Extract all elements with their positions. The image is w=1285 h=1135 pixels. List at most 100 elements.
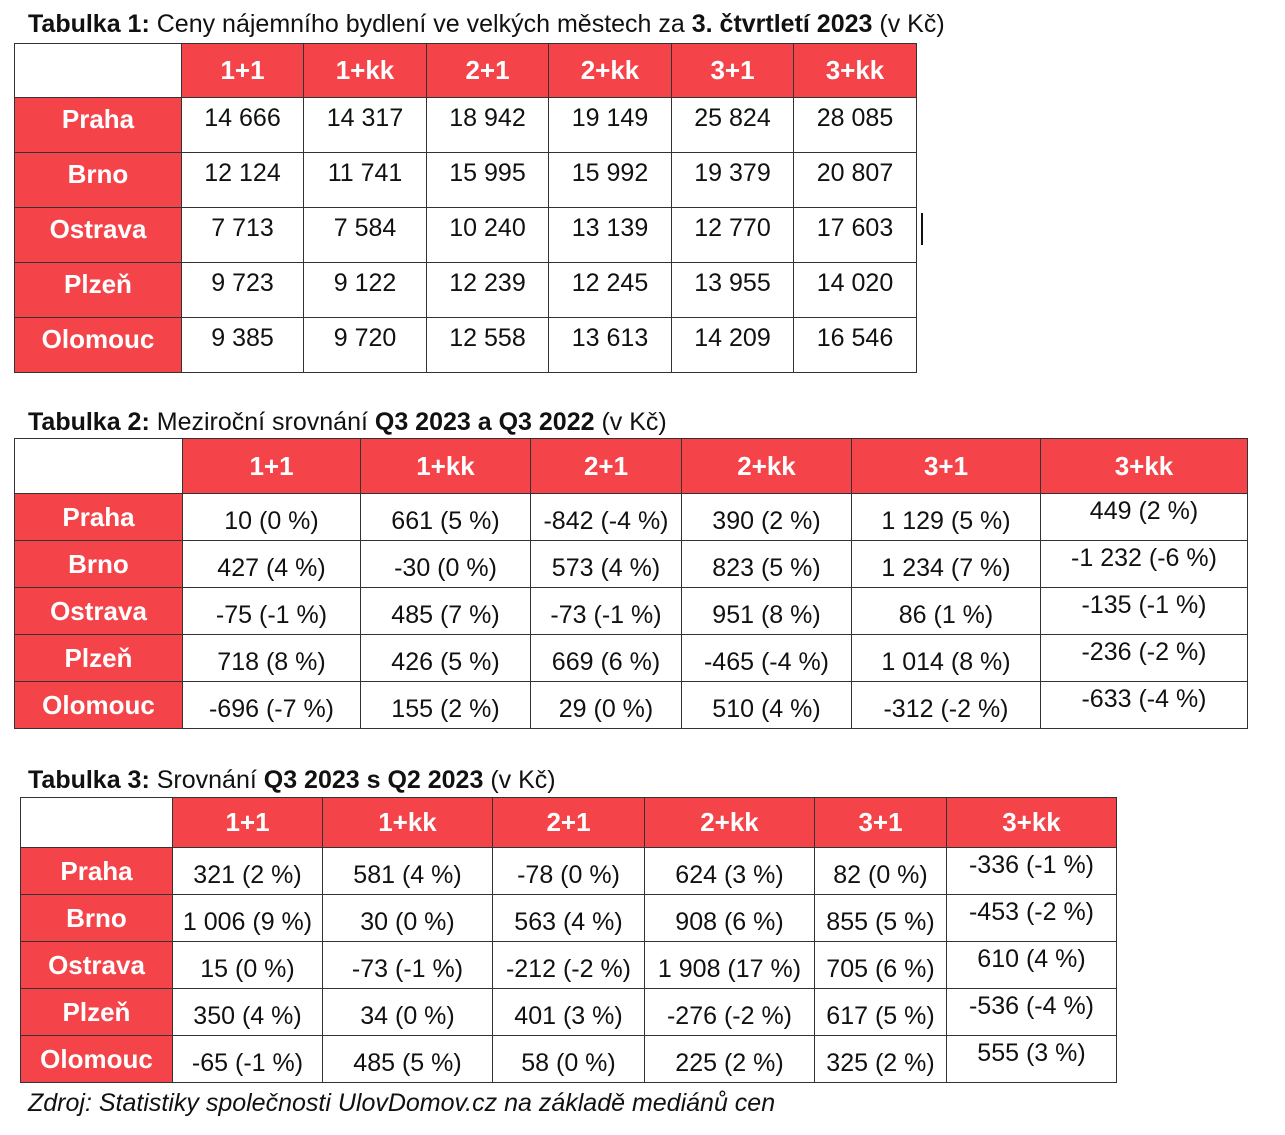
value-cell: 1 234 (7 %) [851, 540, 1041, 588]
column-header: 3+1 [851, 438, 1041, 494]
table3-caption-unit: (v Kč) [483, 766, 556, 794]
column-header: 1+1 [181, 43, 304, 98]
value-cell: 321 (2 %) [172, 847, 323, 895]
value-cell: 16 546 [793, 317, 917, 373]
row-header-city: Ostrava [14, 207, 182, 263]
table2-caption-unit: (v Kč) [594, 408, 667, 436]
value-cell: 14 020 [793, 262, 917, 318]
row-header-city: Brno [20, 894, 173, 942]
value-cell: 390 (2 %) [681, 493, 852, 541]
row-header-city: Praha [14, 493, 183, 541]
header-row: 1+1 1+kk 2+1 2+kk 3+1 3+kk [20, 797, 1117, 848]
value-cell: 86 (1 %) [851, 587, 1041, 635]
value-cell: 9 122 [303, 262, 427, 318]
value-cell: 705 (6 %) [814, 941, 947, 989]
value-cell: 350 (4 %) [172, 988, 323, 1036]
value-cell: 14 317 [303, 97, 427, 153]
value-cell: 12 558 [426, 317, 549, 373]
row-header-city: Ostrava [14, 587, 183, 635]
table1-caption-text: Ceny nájemního bydlení ve velkých městec… [149, 10, 692, 38]
value-cell: 58 (0 %) [492, 1035, 645, 1083]
value-cell: 426 (5 %) [360, 634, 531, 682]
value-cell: 485 (7 %) [360, 587, 531, 635]
value-cell: 30 (0 %) [322, 894, 493, 942]
table2-caption-bold: Q3 2023 a Q3 2022 [374, 408, 595, 436]
value-cell: 82 (0 %) [814, 847, 947, 895]
value-cell: -1 232 (-6 %) [1040, 540, 1248, 588]
value-cell: 225 (2 %) [644, 1035, 815, 1083]
value-cell: 563 (4 %) [492, 894, 645, 942]
value-cell: 11 741 [303, 152, 427, 208]
column-header: 1+1 [172, 797, 323, 848]
value-cell: 25 824 [671, 97, 794, 153]
value-cell: 610 (4 %) [946, 941, 1117, 989]
value-cell: 669 (6 %) [530, 634, 682, 682]
table-row: Olomouc -696 (-7 %) 155 (2 %) 29 (0 %) 510 (… [14, 681, 1248, 729]
column-header: 3+kk [1040, 438, 1248, 494]
value-cell: -75 (-1 %) [182, 587, 361, 635]
value-cell: 617 (5 %) [814, 988, 947, 1036]
value-cell: 9 720 [303, 317, 427, 373]
column-header: 1+kk [303, 43, 427, 98]
row-header-city: Olomouc [14, 317, 182, 373]
row-header-city: Praha [14, 97, 182, 153]
row-header-city: Olomouc [20, 1035, 173, 1083]
value-cell: 19 379 [671, 152, 794, 208]
value-cell: 12 245 [548, 262, 672, 318]
value-cell: 718 (8 %) [182, 634, 361, 682]
value-cell: -336 (-1 %) [946, 847, 1117, 895]
value-cell: 1 129 (5 %) [851, 493, 1041, 541]
value-cell: -135 (-1 %) [1040, 587, 1248, 635]
column-header: 2+kk [681, 438, 852, 494]
value-cell: 9 723 [181, 262, 304, 318]
column-header: 2+1 [492, 797, 645, 848]
table-row: Plzeň 718 (8 %) 426 (5 %) 669 (6 %) -465 (-4… [14, 634, 1248, 682]
value-cell: -30 (0 %) [360, 540, 531, 588]
table-row: Brno 1 006 (9 %) 30 (0 %) 563 (4 %) 908 (6 %… [20, 894, 1117, 942]
corner-cell [14, 43, 182, 98]
value-cell: 29 (0 %) [530, 681, 682, 729]
value-cell: -78 (0 %) [492, 847, 645, 895]
value-cell: 13 613 [548, 317, 672, 373]
value-cell: 7 584 [303, 207, 427, 263]
table-row: Praha 14 666 14 317 18 942 19 149 25 824 28 08… [14, 97, 917, 153]
value-cell: 34 (0 %) [322, 988, 493, 1036]
table-row: Ostrava -75 (-1 %) 485 (7 %) -73 (-1 %) 951 … [14, 587, 1248, 635]
table-row: Plzeň 350 (4 %) 34 (0 %) 401 (3 %) -276 (-2 … [20, 988, 1117, 1036]
value-cell: -73 (-1 %) [322, 941, 493, 989]
value-cell: 449 (2 %) [1040, 493, 1248, 541]
value-cell: 18 942 [426, 97, 549, 153]
table-row: Ostrava 7 713 7 584 10 240 13 139 12 770 17 60… [14, 207, 917, 263]
table-row: Ostrava 15 (0 %) -73 (-1 %) -212 (-2 %) 1 90… [20, 941, 1117, 989]
value-cell: 510 (4 %) [681, 681, 852, 729]
value-cell: 661 (5 %) [360, 493, 531, 541]
value-cell: 951 (8 %) [681, 587, 852, 635]
table3-caption-bold: Q3 2023 s Q2 2023 [263, 766, 484, 794]
row-header-city: Olomouc [14, 681, 183, 729]
value-cell: 855 (5 %) [814, 894, 947, 942]
value-cell: 908 (6 %) [644, 894, 815, 942]
table1-caption-unit: (v Kč) [872, 10, 945, 38]
value-cell: 581 (4 %) [322, 847, 493, 895]
row-header-city: Brno [14, 152, 182, 208]
value-cell: 401 (3 %) [492, 988, 645, 1036]
value-cell: 325 (2 %) [814, 1035, 947, 1083]
value-cell: 427 (4 %) [182, 540, 361, 588]
column-header: 2+1 [530, 438, 682, 494]
value-cell: -465 (-4 %) [681, 634, 852, 682]
table1-caption: Tabulka 1: Ceny nájemního bydlení ve vel… [28, 9, 945, 39]
row-header-city: Plzeň [14, 262, 182, 318]
row-header-city: Plzeň [14, 634, 183, 682]
row-header-city: Brno [14, 540, 183, 588]
column-header: 1+kk [360, 438, 531, 494]
value-cell: 1 006 (9 %) [172, 894, 323, 942]
table3-caption-label: Tabulka 3: [28, 766, 150, 794]
corner-cell [20, 797, 173, 848]
value-cell: 17 603 [793, 207, 917, 263]
value-cell: 15 (0 %) [172, 941, 323, 989]
table1-caption-bold: 3. čtvrtletí 2023 [691, 10, 873, 38]
table-row: Praha 10 (0 %) 661 (5 %) -842 (-4 %) 390 (2 … [14, 493, 1248, 541]
value-cell: 10 240 [426, 207, 549, 263]
value-cell: -65 (-1 %) [172, 1035, 323, 1083]
value-cell: -212 (-2 %) [492, 941, 645, 989]
